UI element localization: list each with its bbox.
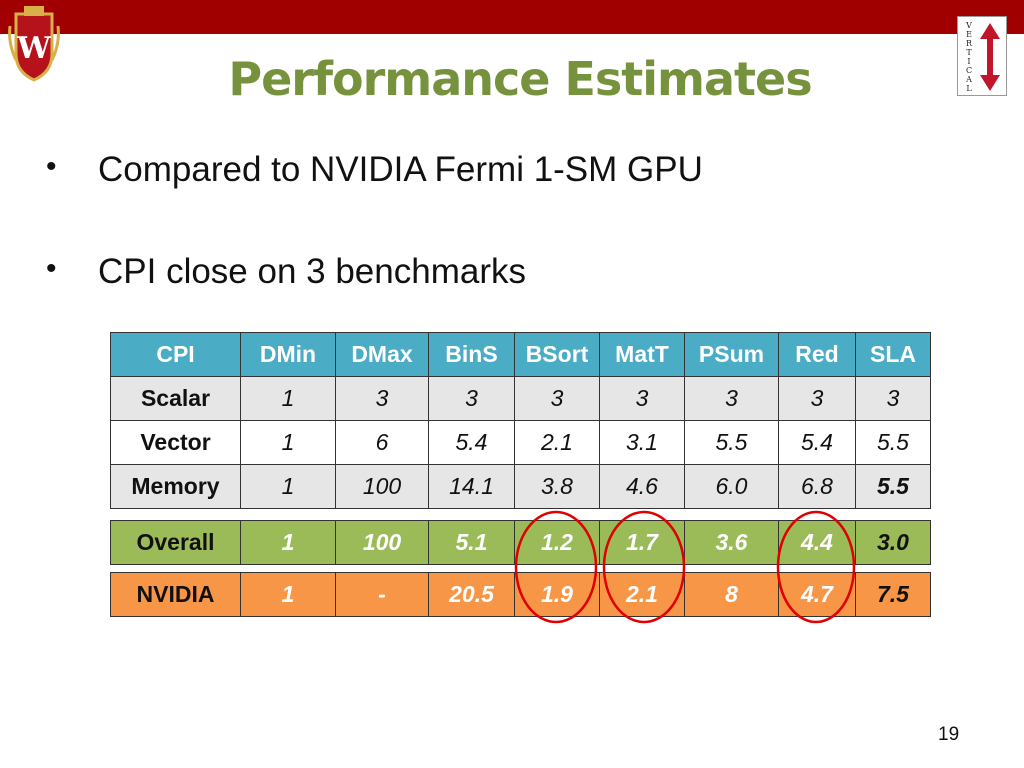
table-cell: 3 — [855, 376, 931, 421]
table-cell: 1 — [240, 420, 336, 465]
table-cell: 6.0 — [684, 464, 779, 509]
table-cell: 3 — [778, 376, 856, 421]
table-cell: 8 — [684, 572, 779, 617]
table-cell: 4.7 — [778, 572, 856, 617]
table-cell: 5.4 — [778, 420, 856, 465]
table-header-cell: BinS — [428, 332, 515, 377]
table-cell: 1 — [240, 520, 336, 565]
table-cell: 1 — [240, 572, 336, 617]
table-cell: 4.4 — [778, 520, 856, 565]
table-cell: 6 — [335, 420, 429, 465]
table-cell: 20.5 — [428, 572, 515, 617]
table-cell: 1 — [240, 464, 336, 509]
table-cell: 5.4 — [428, 420, 515, 465]
table-cell: 6.8 — [778, 464, 856, 509]
table-cell: 3 — [428, 376, 515, 421]
table-header-row: CPI DMin DMax BinS BSort MatT PSum Red S… — [110, 332, 931, 377]
table-header-cell: PSum — [684, 332, 779, 377]
table-row-scalar: Scalar 1 3 3 3 3 3 3 3 — [110, 376, 931, 421]
table-cell: 5.5 — [855, 420, 931, 465]
table-cell: 2.1 — [514, 420, 600, 465]
table-header-cell: CPI — [110, 332, 241, 377]
bullet-dot-icon: • — [46, 252, 57, 285]
table-cell: 1.7 — [599, 520, 685, 565]
table-cell: 5.5 — [684, 420, 779, 465]
table-header-cell: SLA — [855, 332, 931, 377]
overall-table: Overall 1 100 5.1 1.2 1.7 3.6 4.4 3.0 — [110, 520, 931, 565]
table-row-memory: Memory 1 100 14.1 3.8 4.6 6.0 6.8 5.5 — [110, 464, 931, 509]
row-label: Scalar — [110, 376, 241, 421]
table-header-cell: MatT — [599, 332, 685, 377]
table-cell: 3.6 — [684, 520, 779, 565]
row-label: Overall — [110, 520, 241, 565]
table-cell: 100 — [335, 464, 429, 509]
table-cell: 3 — [514, 376, 600, 421]
table-header-cell: BSort — [514, 332, 600, 377]
table-cell: 3 — [599, 376, 685, 421]
table-cell: 4.6 — [599, 464, 685, 509]
table-cell: 1.2 — [514, 520, 600, 565]
table-cell: 3.0 — [855, 520, 931, 565]
table-cell: 5.1 — [428, 520, 515, 565]
table-cell: 3.8 — [514, 464, 600, 509]
row-label: NVIDIA — [110, 572, 241, 617]
university-crest-logo: W — [8, 6, 60, 82]
table-cell: 100 — [335, 520, 429, 565]
bullet-text: Compared to NVIDIA Fermi 1-SM GPU — [98, 150, 703, 189]
bullet-dot-icon: • — [46, 150, 57, 183]
table-header-cell: DMin — [240, 332, 336, 377]
table-cell: - — [335, 572, 429, 617]
nvidia-row: NVIDIA 1 - 20.5 1.9 2.1 8 4.7 7.5 — [110, 572, 931, 617]
table-cell: 5.5 — [855, 464, 931, 509]
cpi-table: CPI DMin DMax BinS BSort MatT PSum Red S… — [110, 332, 931, 509]
svg-text:W: W — [16, 31, 52, 66]
row-label: Vector — [110, 420, 241, 465]
double-arrow-icon — [980, 23, 1000, 91]
page-number: 19 — [938, 724, 960, 745]
overall-row: Overall 1 100 5.1 1.2 1.7 3.6 4.4 3.0 — [110, 520, 931, 565]
table-cell: 7.5 — [855, 572, 931, 617]
table-cell: 1 — [240, 376, 336, 421]
table-row-vector: Vector 1 6 5.4 2.1 3.1 5.5 5.4 5.5 — [110, 420, 931, 465]
table-cell: 2.1 — [599, 572, 685, 617]
top-bar — [0, 0, 1024, 34]
table-cell: 1.9 — [514, 572, 600, 617]
table-cell: 14.1 — [428, 464, 515, 509]
slide-title: Performance Estimates — [228, 52, 812, 106]
table-cell: 3.1 — [599, 420, 685, 465]
table-header-cell: Red — [778, 332, 856, 377]
table-cell: 3 — [335, 376, 429, 421]
nvidia-table: NVIDIA 1 - 20.5 1.9 2.1 8 4.7 7.5 — [110, 572, 931, 617]
table-cell: 3 — [684, 376, 779, 421]
row-label: Memory — [110, 464, 241, 509]
bullet-text: CPI close on 3 benchmarks — [98, 252, 526, 291]
table-header-cell: DMax — [335, 332, 429, 377]
